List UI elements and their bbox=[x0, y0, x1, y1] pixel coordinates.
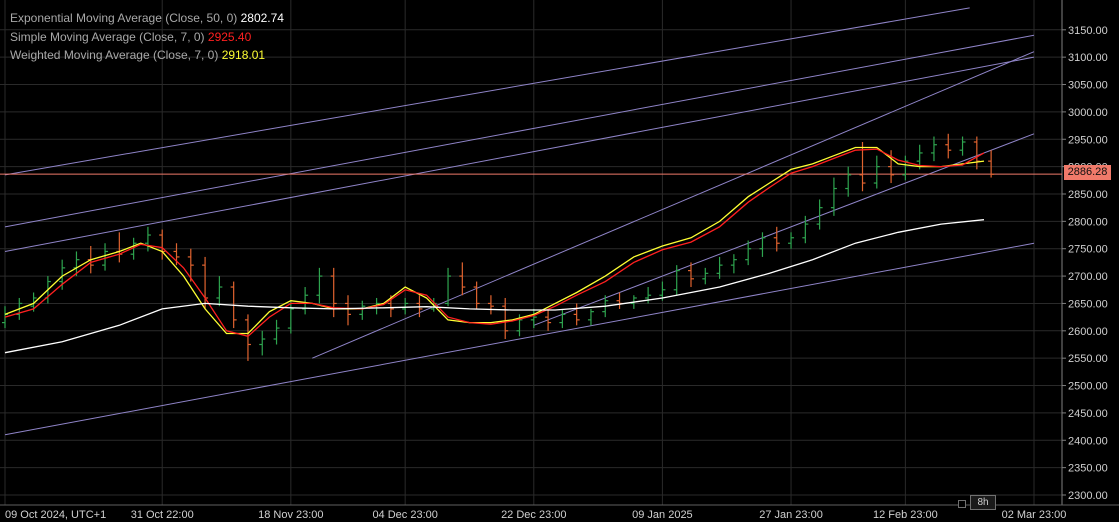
y-tick-label: 2850.00 bbox=[1068, 189, 1108, 201]
trendline bbox=[312, 51, 1035, 359]
y-tick-label: 2750.00 bbox=[1068, 244, 1108, 256]
legend-ema50-value: 2802.74 bbox=[240, 11, 284, 25]
x-tick-label: 09 Oct 2024, UTC+1 bbox=[5, 509, 106, 521]
x-tick-label: 04 Dec 23:00 bbox=[372, 509, 437, 521]
ema50-line bbox=[4, 219, 985, 354]
trendline bbox=[533, 133, 1035, 326]
indicator-legend: Exponential Moving Average (Close, 50, 0… bbox=[10, 9, 284, 65]
y-tick-label: 2350.00 bbox=[1068, 463, 1108, 475]
trendline bbox=[4, 7, 970, 176]
legend-ema50-name: Exponential Moving Average (Close, 50, 0… bbox=[10, 11, 238, 25]
y-tick-label: 3000.00 bbox=[1068, 107, 1108, 119]
x-tick-label: 09 Jan 2025 bbox=[632, 509, 693, 521]
trendline bbox=[4, 56, 1035, 252]
legend-wma7-name: Weighted Moving Average (Close, 7, 0) bbox=[10, 48, 219, 62]
timeframe-badge[interactable]: 8h bbox=[970, 495, 996, 510]
y-tick-label: 3100.00 bbox=[1068, 52, 1108, 64]
x-tick-label: 31 Oct 22:00 bbox=[131, 509, 194, 521]
last-price-tag: 2886.28 bbox=[1064, 165, 1111, 180]
sma7-line bbox=[4, 148, 985, 338]
legend-sma7-name: Simple Moving Average (Close, 7, 0) bbox=[10, 29, 205, 44]
x-tick-label: 22 Dec 23:00 bbox=[501, 509, 566, 521]
trendline bbox=[4, 34, 1035, 228]
legend-sma7-value: 2925.40 bbox=[207, 29, 252, 44]
y-tick-label: 3050.00 bbox=[1068, 80, 1108, 92]
plot-area bbox=[0, 7, 1062, 436]
x-tick-label: 27 Jan 23:00 bbox=[759, 509, 823, 521]
wma7-line bbox=[4, 146, 985, 335]
y-tick-label: 2950.00 bbox=[1068, 134, 1108, 146]
y-tick-label: 2550.00 bbox=[1068, 353, 1108, 365]
x-tick-label: 02 Mar 23:00 bbox=[1002, 509, 1067, 521]
y-tick-label: 2650.00 bbox=[1068, 298, 1108, 310]
x-tick-label: 12 Feb 23:00 bbox=[873, 509, 938, 521]
x-tick-label: 18 Nov 23:00 bbox=[258, 509, 323, 521]
y-tick-label: 2600.00 bbox=[1068, 326, 1108, 338]
trendline bbox=[4, 242, 1035, 436]
legend-wma7-value: 2918.01 bbox=[221, 48, 266, 62]
y-tick-label: 2500.00 bbox=[1068, 381, 1108, 393]
legend-sma7[interactable]: Simple Moving Average (Close, 7, 0) 2925… bbox=[10, 28, 284, 47]
legend-wma7[interactable]: Weighted Moving Average (Close, 7, 0) 29… bbox=[10, 46, 284, 65]
y-tick-label: 2700.00 bbox=[1068, 271, 1108, 283]
legend-ema50[interactable]: Exponential Moving Average (Close, 50, 0… bbox=[10, 9, 284, 28]
y-tick-label: 2300.00 bbox=[1068, 490, 1108, 502]
y-tick-label: 2400.00 bbox=[1068, 435, 1108, 447]
y-tick-label: 2800.00 bbox=[1068, 216, 1108, 228]
timeframe-handle-icon[interactable] bbox=[958, 500, 966, 508]
y-tick-label: 3150.00 bbox=[1068, 25, 1108, 37]
y-tick-label: 2450.00 bbox=[1068, 408, 1108, 420]
